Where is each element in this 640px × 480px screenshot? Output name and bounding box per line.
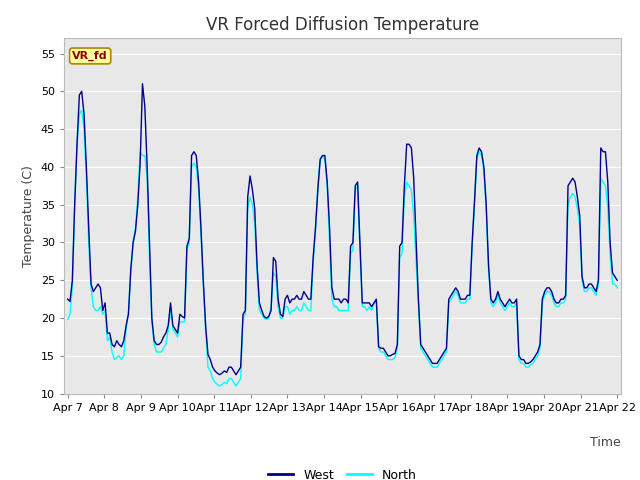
Title: VR Forced Diffusion Temperature: VR Forced Diffusion Temperature — [206, 16, 479, 34]
Legend: West, North: West, North — [263, 464, 422, 480]
Text: VR_fd: VR_fd — [72, 51, 108, 61]
Text: Time: Time — [590, 436, 621, 449]
Y-axis label: Temperature (C): Temperature (C) — [22, 165, 35, 267]
